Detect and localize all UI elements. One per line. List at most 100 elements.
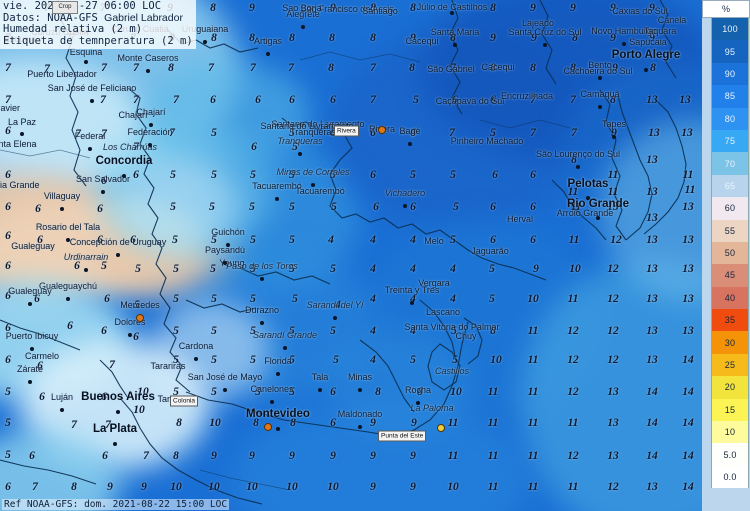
city-marker-dot[interactable] — [66, 238, 70, 242]
city-marker-dot[interactable] — [358, 388, 362, 392]
temperature-value: 9 — [410, 32, 416, 44]
city-marker-dot[interactable] — [84, 60, 88, 64]
city-marker-dot[interactable] — [403, 204, 407, 208]
city-marker-dot[interactable] — [101, 190, 105, 194]
city-marker-dot[interactable] — [90, 99, 94, 103]
city-marker-dot[interactable] — [203, 40, 207, 44]
city-marker-dot[interactable] — [149, 123, 153, 127]
city-marker-dot[interactable] — [84, 268, 88, 272]
legend-tick-100[interactable]: 100 — [712, 18, 748, 41]
city-marker-dot[interactable] — [260, 277, 264, 281]
legend-tick-95[interactable]: 95 — [712, 40, 748, 63]
city-marker-dot[interactable] — [88, 147, 92, 151]
legend-tick-80[interactable]: 80 — [712, 107, 748, 130]
legend-tick-90[interactable]: 90 — [712, 62, 748, 86]
legend-tick-50[interactable]: 50 — [712, 241, 748, 265]
city-marker-dot[interactable] — [20, 132, 24, 136]
city-marker-dot[interactable] — [596, 216, 600, 220]
temperature-value: 7 — [5, 62, 11, 74]
city-marker-dot[interactable] — [28, 380, 32, 384]
temperature-value: 12 — [567, 354, 579, 366]
city-marker-dot[interactable] — [136, 314, 144, 322]
city-marker-dot[interactable] — [128, 333, 132, 337]
legend-swatch-stack[interactable]: 100 95 90 85 80 75 70 65 60 55 50 45 40 35 30 25 20 15 10 5… — [711, 18, 749, 489]
city-marker-dot[interactable] — [146, 69, 150, 73]
legend-tick-35[interactable]: 35 — [712, 309, 748, 332]
city-marker-dot[interactable] — [437, 424, 445, 432]
city-marker-dot[interactable] — [276, 427, 280, 431]
city-marker-dot[interactable] — [116, 410, 120, 414]
legend-tick-45[interactable]: 45 — [712, 264, 748, 287]
temperature-value: 7 — [288, 62, 294, 74]
legend-tick-20[interactable]: 20 — [712, 376, 748, 399]
legend-tick-5-0[interactable]: 5.0 — [712, 443, 748, 466]
city-marker-dot[interactable] — [333, 316, 337, 320]
city-marker-dot[interactable] — [318, 388, 322, 392]
city-marker-dot[interactable] — [358, 425, 362, 429]
city-marker-dot[interactable] — [622, 42, 626, 46]
city-marker-dot[interactable] — [223, 261, 227, 265]
legend-tick-25[interactable]: 25 — [712, 353, 748, 377]
city-marker-dot[interactable] — [576, 165, 580, 169]
city-marker-dot[interactable] — [266, 52, 270, 56]
city-marker-dot[interactable] — [301, 25, 305, 29]
city-marker-dot[interactable] — [276, 372, 280, 376]
city-marker-dot[interactable] — [416, 401, 420, 405]
temperature-value: 9 — [289, 450, 295, 462]
station-tooltip-rivera[interactable]: Rivera — [334, 125, 359, 137]
city-marker-dot[interactable] — [194, 357, 198, 361]
city-marker-dot[interactable] — [113, 442, 117, 446]
legend-tick-70[interactable]: 70 — [712, 152, 748, 175]
city-marker-dot[interactable] — [28, 302, 32, 306]
temperature-value: 5 — [451, 325, 457, 337]
legend-tick-85[interactable]: 85 — [712, 85, 748, 108]
temperature-value: 6 — [37, 234, 43, 246]
legend-tick-55[interactable]: 55 — [712, 219, 748, 242]
city-marker-dot[interactable] — [612, 135, 616, 139]
legend-tick-75[interactable]: 75 — [712, 129, 748, 153]
city-marker-dot[interactable] — [226, 243, 230, 247]
city-marker-dot[interactable] — [270, 400, 274, 404]
city-marker-dot[interactable] — [60, 408, 64, 412]
city-marker-dot[interactable] — [598, 76, 602, 80]
city-marker-dot[interactable] — [264, 423, 272, 431]
legend-tick-40[interactable]: 40 — [712, 286, 748, 310]
city-marker-dot[interactable] — [598, 105, 602, 109]
station-tooltip-punta-del-este[interactable]: Punta del Este — [378, 430, 427, 442]
city-marker-dot[interactable] — [223, 388, 227, 392]
city-marker-dot[interactable] — [644, 68, 648, 72]
city-marker-dot[interactable] — [410, 301, 414, 305]
city-marker-dot[interactable] — [298, 152, 302, 156]
city-marker-dot[interactable] — [60, 207, 64, 211]
city-marker-dot[interactable] — [283, 346, 287, 350]
city-marker-dot[interactable] — [453, 43, 457, 47]
legend-tick-65[interactable]: 65 — [712, 174, 748, 198]
city-marker-dot[interactable] — [66, 297, 70, 301]
city-marker-dot[interactable] — [450, 11, 454, 15]
legend-tick-60[interactable]: 60 — [712, 197, 748, 220]
city-marker-dot[interactable] — [311, 183, 315, 187]
city-marker-dot[interactable] — [275, 197, 279, 201]
temperature-value: 13 — [682, 201, 694, 213]
city-marker-dot[interactable] — [122, 174, 126, 178]
legend-tick-0-0[interactable]: 0.0 — [712, 465, 748, 489]
station-tooltip-colonia[interactable]: Colonia — [170, 395, 199, 407]
humidity-colorbar-legend[interactable]: % 100 95 90 85 80 75 70 65 60 55 50 45 40 35 30 25 20 15 1… — [702, 0, 750, 511]
temperature-value: 7 — [75, 128, 81, 140]
crop-tooltip[interactable]: Crop — [52, 1, 78, 14]
city-marker-dot[interactable] — [378, 126, 386, 134]
city-marker-dot[interactable] — [148, 143, 152, 147]
city-marker-dot[interactable] — [586, 196, 590, 200]
temperature-value: 10 — [133, 404, 145, 416]
legend-tick-30[interactable]: 30 — [712, 331, 748, 354]
temperature-value: 6 — [490, 201, 496, 213]
city-marker-dot[interactable] — [260, 321, 264, 325]
legend-tick-10[interactable]: 10 — [712, 421, 748, 444]
humidity-raster-map[interactable]: 7 7 7 6 6 6 6 6 6 6 6 5 5 5 6 7 7 6 6 6 6 6 6 7 7 7 7 6 6 7 8 7 7 7 7 6 6 6 5 6… — [0, 0, 702, 511]
city-marker-dot[interactable] — [408, 142, 412, 146]
temperature-value: 7 — [100, 94, 106, 106]
legend-tick-15[interactable]: 15 — [712, 398, 748, 422]
city-marker-dot[interactable] — [543, 43, 547, 47]
city-marker-dot[interactable] — [30, 347, 34, 351]
city-marker-dot[interactable] — [116, 253, 120, 257]
